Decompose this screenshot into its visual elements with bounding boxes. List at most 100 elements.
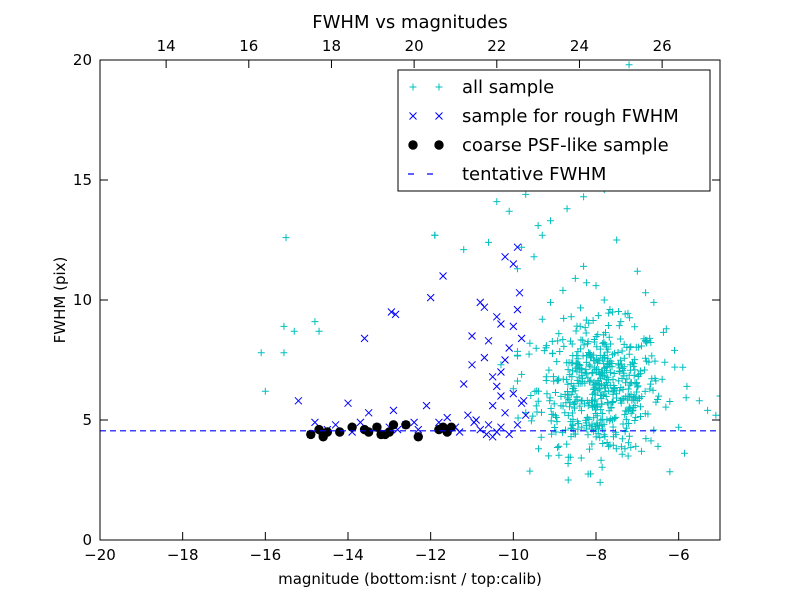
series-0-point: [580, 400, 588, 408]
series-0-point: [638, 342, 646, 350]
series-0-point: [311, 318, 319, 326]
top-tick-label: 22: [487, 37, 506, 55]
series-0-point: [593, 412, 601, 420]
series-0-point: [564, 411, 572, 419]
series-0-point: [618, 450, 626, 458]
series-0-point: [624, 439, 632, 447]
series-0-point: [600, 351, 608, 359]
series-0-point: [573, 396, 581, 404]
series-0-point: [575, 373, 583, 381]
series-0-point: [646, 385, 654, 393]
series-0-point: [567, 391, 575, 399]
series-0-point: [571, 399, 579, 407]
series-0-point: [527, 392, 535, 400]
series-0-point: [598, 410, 606, 418]
series-0-point: [535, 445, 543, 453]
series-0-point: [633, 267, 641, 275]
series-0-point: [554, 337, 562, 345]
series-1-point: [509, 389, 518, 398]
series-0-point: [557, 392, 565, 400]
series-0-point: [620, 354, 628, 362]
series-0-point: [621, 445, 629, 453]
series-0-point: [600, 360, 608, 368]
series-0-point: [582, 352, 590, 360]
series-0-point: [567, 418, 575, 426]
series-0-point: [622, 415, 630, 423]
x-tick-label: −16: [250, 546, 282, 564]
series-0-point: [586, 362, 594, 370]
series-0-point: [550, 400, 558, 408]
series-0-point: [641, 387, 649, 395]
series-0-point: [716, 392, 720, 400]
series-0-point: [607, 357, 615, 365]
series-0-point: [624, 396, 632, 404]
series-0-point: [591, 396, 599, 404]
series-0-point: [636, 370, 644, 378]
series-0-point: [588, 401, 596, 409]
series-0-point: [573, 376, 581, 384]
series-0-point: [647, 380, 655, 388]
legend-swatch-marker: [408, 140, 418, 150]
series-0-point: [559, 336, 567, 344]
series-0-point: [540, 347, 548, 355]
series-2-point: [372, 422, 382, 432]
series-0-point: [526, 339, 534, 347]
series-0-point: [641, 354, 649, 362]
series-0-point: [610, 370, 618, 378]
series-0-point: [605, 309, 613, 317]
series-1-point: [482, 430, 491, 439]
series-1-point: [521, 411, 530, 420]
series-1-point: [505, 344, 514, 352]
series-0-point: [643, 339, 651, 347]
series-0-point: [595, 385, 603, 393]
series-0-point: [619, 365, 627, 373]
series-0-point: [553, 418, 561, 426]
series-0-point: [683, 382, 691, 390]
series-1-point: [488, 372, 497, 381]
series-0-point: [620, 363, 628, 371]
series-0-point: [612, 413, 620, 421]
series-0-point: [607, 340, 615, 348]
series-0-point: [704, 406, 712, 414]
series-0-point: [556, 347, 564, 355]
series-1-point: [391, 310, 400, 319]
y-axis-label: FWHM (pix): [51, 257, 69, 344]
series-0-point: [584, 338, 592, 346]
series-0-point: [596, 434, 604, 442]
legend-swatch-marker: [434, 140, 444, 150]
series-0-point: [493, 198, 501, 206]
series-0-point: [623, 424, 631, 432]
series-0-point: [654, 442, 662, 450]
series-0-point: [582, 316, 590, 324]
series-0-point: [617, 318, 625, 326]
series-0-point: [616, 335, 624, 343]
series-1-point: [364, 408, 373, 417]
series-0-point: [573, 363, 581, 371]
plot-area: [100, 61, 720, 486]
series-0-point: [562, 426, 570, 434]
series-1-point: [509, 260, 518, 268]
series-0-point: [589, 386, 597, 394]
series-0-point: [599, 439, 607, 447]
series-0-point: [679, 363, 687, 371]
series-0-point: [545, 452, 553, 460]
series-0-point: [549, 349, 557, 357]
series-0-point: [592, 282, 600, 290]
series-0-point: [597, 406, 605, 414]
series-0-point: [548, 337, 556, 345]
series-2-point: [347, 422, 357, 432]
y-tick-label: 10: [73, 291, 92, 309]
series-1-point: [311, 418, 319, 427]
series-0-point: [282, 234, 290, 242]
series-0-point: [626, 344, 634, 352]
series-2-point: [318, 432, 328, 442]
series-0-point: [612, 390, 620, 398]
series-0-point: [594, 331, 602, 339]
series-1-point: [480, 353, 489, 362]
series-0-point: [620, 340, 628, 348]
series-0-point: [624, 309, 632, 317]
series-0-point: [666, 468, 674, 476]
series-0-point: [577, 336, 585, 344]
series-0-point: [577, 397, 585, 405]
series-0-point: [559, 286, 567, 294]
